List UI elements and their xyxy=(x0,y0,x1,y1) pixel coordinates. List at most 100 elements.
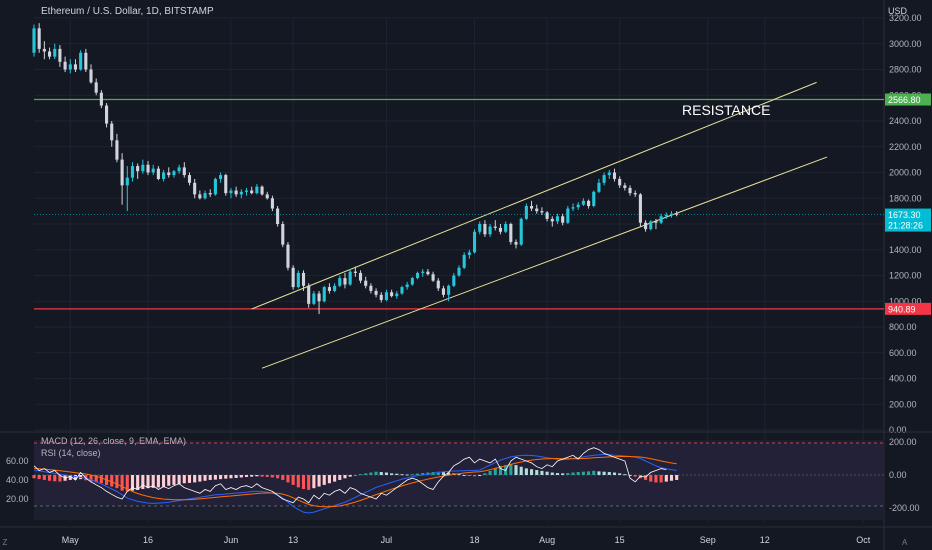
chart-title: Ethereum / U.S. Dollar, 1D, BITSTAMP xyxy=(41,6,214,17)
macd-histogram-bar xyxy=(37,475,41,480)
macd-histogram-bar xyxy=(395,473,399,475)
price-tick-label: 3000.00 xyxy=(889,39,922,49)
candle-body xyxy=(296,272,300,288)
macd-histogram-bar xyxy=(535,470,539,475)
candle-body xyxy=(576,204,580,208)
candle-body xyxy=(426,271,430,275)
candle-body xyxy=(587,200,591,206)
candle-body xyxy=(675,213,679,215)
macd-histogram-bar xyxy=(338,475,342,480)
macd-histogram-bar xyxy=(571,472,575,475)
candle-body xyxy=(58,48,62,62)
macd-tick-label: 0.00 xyxy=(889,470,907,480)
candle-body xyxy=(530,205,534,209)
price-tick-label: 2400.00 xyxy=(889,116,922,126)
candle-body xyxy=(115,140,119,160)
macd-histogram-bar xyxy=(115,475,119,489)
candle-body xyxy=(504,224,508,232)
candle-body xyxy=(322,287,326,302)
macd-histogram-bar xyxy=(561,473,565,475)
time-tick-label: 13 xyxy=(288,535,298,545)
candle-body xyxy=(198,194,202,199)
macd-histogram-bar xyxy=(317,475,321,487)
macd-histogram-bar xyxy=(623,474,627,476)
candle-body xyxy=(136,166,140,172)
macd-histogram-bar xyxy=(110,475,114,487)
candle-body xyxy=(638,194,642,223)
candle-body xyxy=(79,52,83,70)
candle-body xyxy=(514,242,518,245)
macd-tick-label: -200.00 xyxy=(889,503,920,513)
time-tick-label: Aug xyxy=(539,535,555,545)
candle-body xyxy=(472,231,477,253)
macd-histogram-bar xyxy=(42,475,46,480)
macd-histogram-bar xyxy=(530,469,534,475)
candle-body xyxy=(612,172,617,179)
candle-body xyxy=(89,69,93,83)
price-tick-label: 2800.00 xyxy=(889,65,922,75)
macd-histogram-bar xyxy=(369,472,373,475)
candle-body xyxy=(94,82,98,93)
candle-body xyxy=(327,287,331,291)
candle-body xyxy=(478,224,482,232)
candle-body xyxy=(659,216,663,223)
candle-body xyxy=(244,190,249,192)
macd-histogram-bar xyxy=(415,473,420,475)
candle-body xyxy=(561,216,565,223)
macd-histogram-bar xyxy=(659,475,663,483)
rsi-legend[interactable]: RSI (14, close) xyxy=(41,448,101,458)
candle-body xyxy=(669,213,674,215)
candle-body xyxy=(187,175,192,183)
price-tick-label: 0.00 xyxy=(889,425,907,435)
macd-histogram-bar xyxy=(607,472,611,475)
macd-histogram-bar xyxy=(136,475,140,490)
candle-body xyxy=(146,164,150,173)
currency-label: USD xyxy=(888,6,908,16)
time-tick-label: Jun xyxy=(224,535,239,545)
candle-body xyxy=(379,294,383,300)
macd-histogram-bar xyxy=(255,475,259,477)
macd-histogram-bar xyxy=(467,475,471,476)
candle-body xyxy=(545,212,549,219)
price-tick-label: 2200.00 xyxy=(889,142,922,152)
macd-histogram-bar xyxy=(545,471,549,475)
macd-histogram-bar xyxy=(234,475,238,478)
macd-histogram-bar xyxy=(296,475,300,488)
resistance-price-label: 2566.80 xyxy=(888,95,921,105)
candle-body xyxy=(307,285,311,304)
rsi-line xyxy=(33,447,667,504)
candle-body xyxy=(436,280,440,289)
macd-histogram-bar xyxy=(229,475,233,479)
macd-histogram-bar xyxy=(524,468,528,475)
macd-histogram-bar xyxy=(182,475,186,484)
time-tick-label: Jul xyxy=(381,535,393,545)
price-tick-label: 2000.00 xyxy=(889,168,922,178)
macd-histogram-bar xyxy=(478,475,482,476)
macd-histogram-bar xyxy=(343,475,347,479)
candle-body xyxy=(447,285,451,295)
time-tick-label: 12 xyxy=(760,535,770,545)
time-tick-label: Sep xyxy=(700,535,716,545)
macd-histogram-bar xyxy=(550,472,554,475)
macd-histogram-bar xyxy=(576,472,580,475)
macd-histogram-bar xyxy=(312,475,316,489)
time-tick-label: Oct xyxy=(856,535,871,545)
auto-scale-icon[interactable]: A xyxy=(902,538,908,547)
candle-body xyxy=(607,172,611,176)
rsi-tick-label: 60.00 xyxy=(6,456,29,466)
candle-body xyxy=(333,285,337,291)
macd-histogram-bar xyxy=(156,475,160,488)
macd-histogram-bar xyxy=(384,472,388,475)
zoom-icon[interactable]: Z xyxy=(2,538,8,547)
candle-body xyxy=(224,175,228,194)
macd-histogram-bar xyxy=(286,475,290,483)
macd-legend[interactable]: MACD (12, 26, close, 9, EMA, EMA) xyxy=(41,436,187,446)
macd-histogram-bar xyxy=(654,475,658,483)
candle-body xyxy=(270,198,274,209)
candle-body xyxy=(120,159,124,186)
macd-histogram-bar xyxy=(307,475,311,490)
candle-body xyxy=(68,64,72,70)
price-tick-label: 3200.00 xyxy=(889,13,922,23)
macd-histogram-bar xyxy=(592,470,596,475)
